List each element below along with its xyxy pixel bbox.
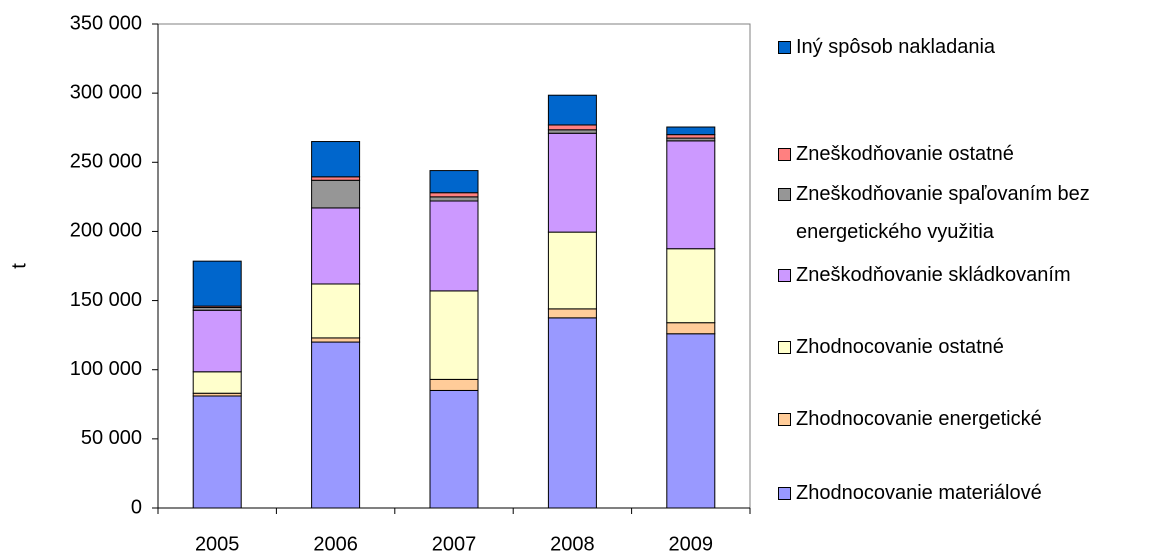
x-tick-label: 2007	[432, 533, 477, 555]
bar-segment	[429, 378, 479, 391]
bar-segment	[547, 124, 597, 131]
legend-label: Iný spôsob nakladania	[796, 36, 996, 58]
y-tick-label: 100 000	[70, 358, 142, 380]
x-tick-label: 2009	[669, 533, 714, 555]
bar-segment	[311, 179, 361, 209]
bar-segment	[547, 231, 597, 310]
bar-segment	[429, 200, 479, 292]
legend-swatch	[778, 41, 791, 54]
bar-segment	[666, 126, 716, 136]
bar-segment	[311, 283, 361, 339]
bar-segment	[547, 94, 597, 126]
legend-swatch	[778, 148, 791, 161]
bar-segment	[192, 309, 242, 373]
legend-swatch	[778, 269, 791, 282]
bar-segment	[666, 140, 716, 250]
y-tick-label: 250 000	[70, 151, 142, 173]
legend-swatch	[778, 188, 791, 201]
bar-segment	[311, 141, 361, 178]
bar-segment	[311, 337, 361, 343]
y-tick-label: 150 000	[70, 289, 142, 311]
y-tick-label: 200 000	[70, 220, 142, 242]
bar-segment	[666, 333, 716, 509]
bar-segment	[429, 192, 479, 198]
bar-segment	[429, 170, 479, 194]
legend-label: Zneškodňovanie spaľovaním bez energetick…	[796, 183, 1090, 243]
legend-item: Zneškodňovanie ostatné	[778, 135, 1148, 173]
bar-segment	[429, 389, 479, 509]
bar-segment	[547, 129, 597, 134]
legend-label: Zhodnocovanie ostatné	[796, 336, 1004, 358]
bar-segment	[429, 290, 479, 380]
legend-label: Zneškodňovanie skládkovaním	[796, 264, 1071, 286]
y-tick-label: 0	[131, 496, 142, 518]
y-tick-label: 300 000	[70, 81, 142, 103]
legend-label: Zhodnocovanie energetické	[796, 408, 1042, 430]
bar-segment	[311, 176, 361, 181]
bar-segment	[192, 371, 242, 394]
bar-segment	[311, 207, 361, 285]
legend-label: Zhodnocovanie materiálové	[796, 482, 1042, 504]
bar-segment	[547, 317, 597, 509]
legend-swatch	[778, 341, 791, 354]
x-tick-label: 2005	[195, 533, 240, 555]
bar-segment	[192, 260, 242, 307]
y-axis-label: t	[8, 263, 30, 269]
x-tick-label: 2006	[313, 533, 358, 555]
bar-segment	[666, 322, 716, 335]
legend-item: Zhodnocovanie energetické	[778, 400, 1148, 438]
legend-swatch	[778, 487, 791, 500]
bar-segment	[547, 132, 597, 233]
bar-segment	[311, 341, 361, 509]
legend-label: Zneškodňovanie ostatné	[796, 143, 1014, 165]
legend-item: Zneškodňovanie skládkovaním	[778, 256, 1148, 294]
bar-segment	[192, 395, 242, 509]
bar-segment	[429, 196, 479, 202]
legend-item: Iný spôsob nakladania	[778, 28, 1148, 66]
legend-item: Zneškodňovanie spaľovaním bez energetick…	[778, 175, 1148, 251]
legend-item: Zhodnocovanie ostatné	[778, 328, 1148, 366]
legend-swatch	[778, 413, 791, 426]
y-tick-label: 50 000	[81, 427, 142, 449]
x-tick-label: 2008	[550, 533, 595, 555]
bar-segment	[666, 134, 716, 139]
bar-segment	[547, 308, 597, 319]
legend-item: Zhodnocovanie materiálové	[778, 474, 1148, 512]
bar-segment	[666, 248, 716, 324]
y-tick-label: 350 000	[70, 12, 142, 34]
